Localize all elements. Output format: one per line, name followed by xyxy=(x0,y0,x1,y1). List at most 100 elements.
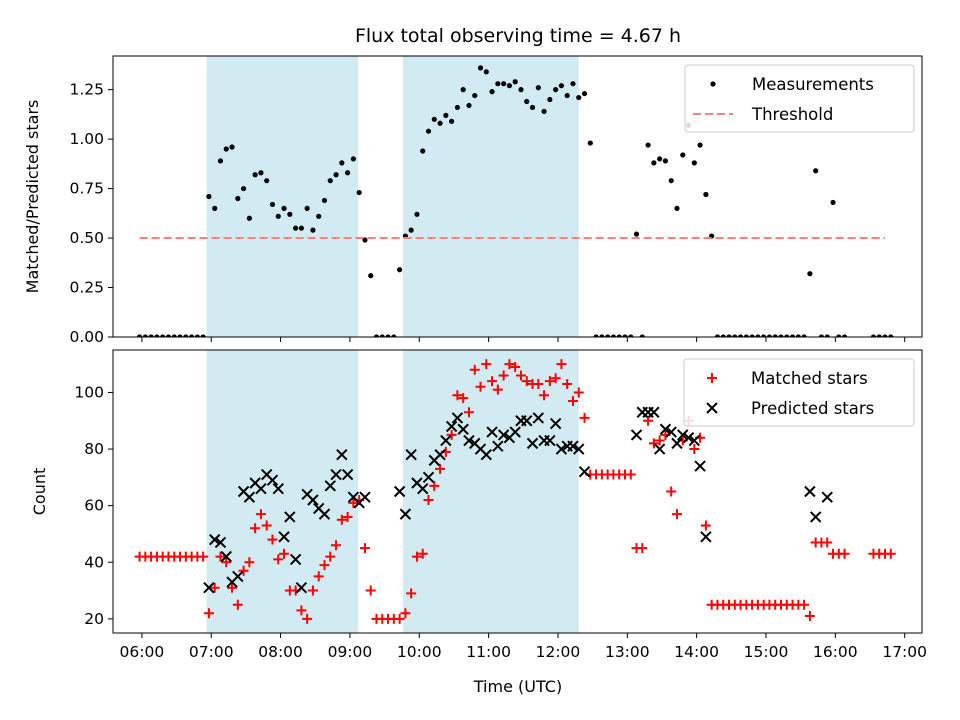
measurements-point xyxy=(466,102,472,109)
measurements-point xyxy=(142,334,148,337)
matched-stars-point xyxy=(238,565,249,576)
predicted-stars-point xyxy=(214,536,227,549)
matched-stars-point xyxy=(348,497,359,508)
predicted-stars-point xyxy=(567,440,579,452)
x-tick-label: 12:00 xyxy=(536,643,581,661)
predicted-stars-point xyxy=(445,420,458,433)
matched-stars-point xyxy=(267,534,278,545)
measurements-point xyxy=(188,334,195,337)
matched-stars-point xyxy=(515,370,526,381)
legend: Matched stars Predicted stars xyxy=(683,358,915,427)
predicted-stars-point xyxy=(255,482,267,495)
y-tick-label: 0.75 xyxy=(69,180,104,198)
x-tick-label: 14:00 xyxy=(674,643,719,661)
measurements-point xyxy=(616,334,622,337)
measurements-point xyxy=(449,118,455,124)
matched-stars-point xyxy=(533,378,544,389)
measurements-point xyxy=(645,142,651,148)
matched-stars-point xyxy=(885,548,896,559)
matched-stars-point xyxy=(429,480,440,491)
predicted-stars-point xyxy=(417,482,429,495)
legend-label: Measurements xyxy=(752,75,874,94)
measurements-point xyxy=(408,227,414,233)
predicted-stars-point xyxy=(682,432,695,444)
measurements-point xyxy=(755,334,761,337)
legend-swatch xyxy=(707,373,717,383)
measurements-point xyxy=(310,227,316,233)
matched-stars-point xyxy=(481,359,492,370)
measurements-point xyxy=(830,199,836,206)
matched-stars-point xyxy=(625,469,636,480)
measurements-point xyxy=(136,334,143,337)
measurements-point xyxy=(472,92,478,99)
measurements-point xyxy=(841,334,848,337)
measurements-point xyxy=(489,89,495,95)
measurements-point xyxy=(177,334,183,337)
x-tick-label: 15:00 xyxy=(744,643,789,661)
measurements-point xyxy=(477,65,484,71)
matched-stars-point xyxy=(446,429,457,440)
measurements-point xyxy=(610,334,617,337)
x-tick-label: 13:00 xyxy=(605,643,650,661)
predicted-stars-point xyxy=(284,511,296,523)
predicted-stars-point xyxy=(492,440,504,452)
measurements-point xyxy=(200,334,206,337)
matched-stars-point xyxy=(331,540,342,551)
matched-stars-point xyxy=(521,376,532,387)
measurements-point xyxy=(547,96,553,103)
matched-stars-point xyxy=(510,361,521,372)
predicted-stars-point xyxy=(272,482,284,495)
x-tick-label: 11:00 xyxy=(466,643,511,661)
measurements-point xyxy=(512,79,518,85)
measurements-point xyxy=(460,87,466,93)
matched-stars-point xyxy=(215,551,226,562)
measurements-point xyxy=(581,90,588,97)
measurements-point xyxy=(535,85,541,91)
matched-stars-point xyxy=(423,494,434,505)
matched-stars-point xyxy=(573,387,584,398)
measurements-point xyxy=(495,81,501,87)
measurements-point xyxy=(281,205,287,211)
measurements-point xyxy=(431,116,437,122)
measurements-point xyxy=(258,170,264,176)
predicted-stars-point xyxy=(463,434,475,447)
predicted-stars-point xyxy=(324,480,336,492)
matched-stars-point xyxy=(325,551,336,562)
measurements-point xyxy=(501,81,507,87)
measurements-point xyxy=(807,271,813,277)
measurements-point xyxy=(553,87,559,93)
matched-stars-point xyxy=(671,509,682,520)
predicted-stars-point xyxy=(243,491,256,503)
matched-stars-point xyxy=(279,548,290,559)
matched-stars-point xyxy=(411,551,422,562)
predicted-stars-point xyxy=(804,485,816,498)
x-tick-label: 06:00 xyxy=(120,643,165,661)
measurements-point xyxy=(784,334,790,337)
predicted-stars-point xyxy=(671,437,683,450)
matched-stars-point xyxy=(475,381,486,392)
legend-box xyxy=(683,358,915,427)
matched-stars-point xyxy=(336,514,347,525)
matched-stars-point xyxy=(804,611,815,622)
measurements-point xyxy=(766,334,773,337)
matched-stars-point xyxy=(319,560,330,571)
predicted-stars-point xyxy=(497,429,510,441)
predicted-stars-point xyxy=(307,494,319,506)
measurements-point xyxy=(674,205,680,211)
measurements-point xyxy=(651,160,657,166)
shaded-interval-2 xyxy=(403,56,579,337)
matched-stars-point xyxy=(452,390,463,401)
measurements-point xyxy=(778,334,784,337)
matched-stars-point xyxy=(307,585,318,596)
measurements-point xyxy=(668,178,674,184)
matched-stars-point xyxy=(654,435,665,446)
measurements-point xyxy=(633,231,640,237)
matched-stars-point xyxy=(643,415,654,426)
x-tick-label: 10:00 xyxy=(397,643,442,661)
measurements-point xyxy=(420,148,426,154)
measurements-point xyxy=(443,112,449,118)
matched-stars-point xyxy=(579,412,590,423)
predicted-stars-point xyxy=(809,511,822,523)
measurements-point xyxy=(454,104,461,111)
